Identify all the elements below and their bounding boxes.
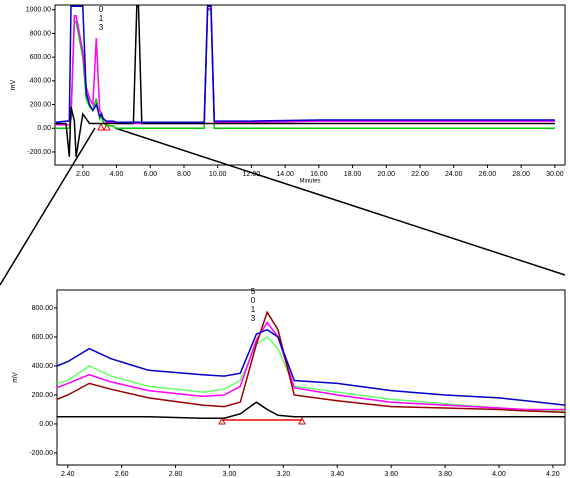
y-tick-label: 800.00 [30, 30, 52, 37]
trace [56, 336, 565, 412]
x-tick-label: 22.00 [411, 171, 429, 178]
trace [55, 8, 555, 130]
x-tick-label: 4.20 [546, 471, 560, 478]
x-tick-label: 3.60 [384, 471, 398, 478]
x-tick-label: 14.00 [276, 171, 294, 178]
peak-label: 3 [251, 314, 256, 323]
trace [55, 5, 555, 124]
trace [55, 5, 555, 157]
x-tick-label: 20.00 [378, 171, 396, 178]
x-tick-label: 12.00 [243, 171, 261, 178]
y-tick-label: 800.00 [32, 305, 54, 312]
x-tick-label: 26.00 [479, 171, 497, 178]
x-tick-label: 28.00 [512, 171, 530, 178]
x-tick-label: 2.60 [115, 471, 129, 478]
peak-label: 3 [99, 23, 104, 32]
zoom-line [114, 127, 566, 276]
x-tick-label: 4.00 [492, 471, 506, 478]
x-tick-label: 8.00 [177, 171, 191, 178]
x-tick-label: 3.00 [223, 471, 237, 478]
x-tick-label: 10.00 [209, 171, 227, 178]
y-tick-label: 0.00 [39, 421, 53, 428]
trace [56, 310, 566, 414]
x-tick-label: 30.00 [546, 171, 564, 178]
plot-frame [54, 4, 566, 166]
x-tick-label: 24.00 [445, 171, 463, 178]
y-tick-label: 200.00 [30, 101, 52, 108]
peak-label: 1 [251, 305, 256, 314]
peak-label: 5 [251, 287, 256, 296]
y-tick-label: -200.00 [29, 450, 53, 457]
peak-label: 0 [251, 296, 256, 305]
x-tick-label: 3.80 [438, 471, 452, 478]
y-tick-label: 1000.00 [26, 7, 51, 14]
trace [55, 7, 555, 126]
zoom-line [0, 127, 96, 286]
plot-frame [56, 289, 566, 466]
x-tick-label: 16.00 [310, 171, 328, 178]
y-tick-label: 200.00 [32, 392, 54, 399]
x-tick-label: 2.00 [76, 171, 90, 178]
peak-label: 0 [99, 5, 104, 14]
x-tick-label: 2.40 [61, 471, 75, 478]
y-tick-label: 600.00 [32, 334, 54, 341]
x-tick-label: 3.40 [330, 471, 344, 478]
x-tick-label: 2.80 [169, 471, 183, 478]
y-tick-label: 0.00 [37, 125, 51, 132]
y-tick-label: 600.00 [30, 54, 52, 61]
integration-marker [97, 122, 111, 131]
x-tick-label: 3.20 [277, 471, 291, 478]
x-tick-label: 18.00 [344, 171, 362, 178]
x-tick-label: 4.00 [110, 171, 124, 178]
y-tick-label: -200.00 [27, 149, 51, 156]
y-axis-label: mV [12, 372, 19, 383]
trace [56, 328, 566, 406]
x-axis-label: Minutes [299, 179, 320, 185]
y-tick-label: 400.00 [30, 78, 52, 85]
peak-label: 1 [99, 14, 104, 23]
y-tick-label: 400.00 [32, 363, 54, 370]
x-tick-label: 6.00 [143, 171, 157, 178]
trace [57, 401, 565, 419]
integration-marker [218, 416, 306, 425]
y-axis-label: mV [10, 79, 17, 90]
